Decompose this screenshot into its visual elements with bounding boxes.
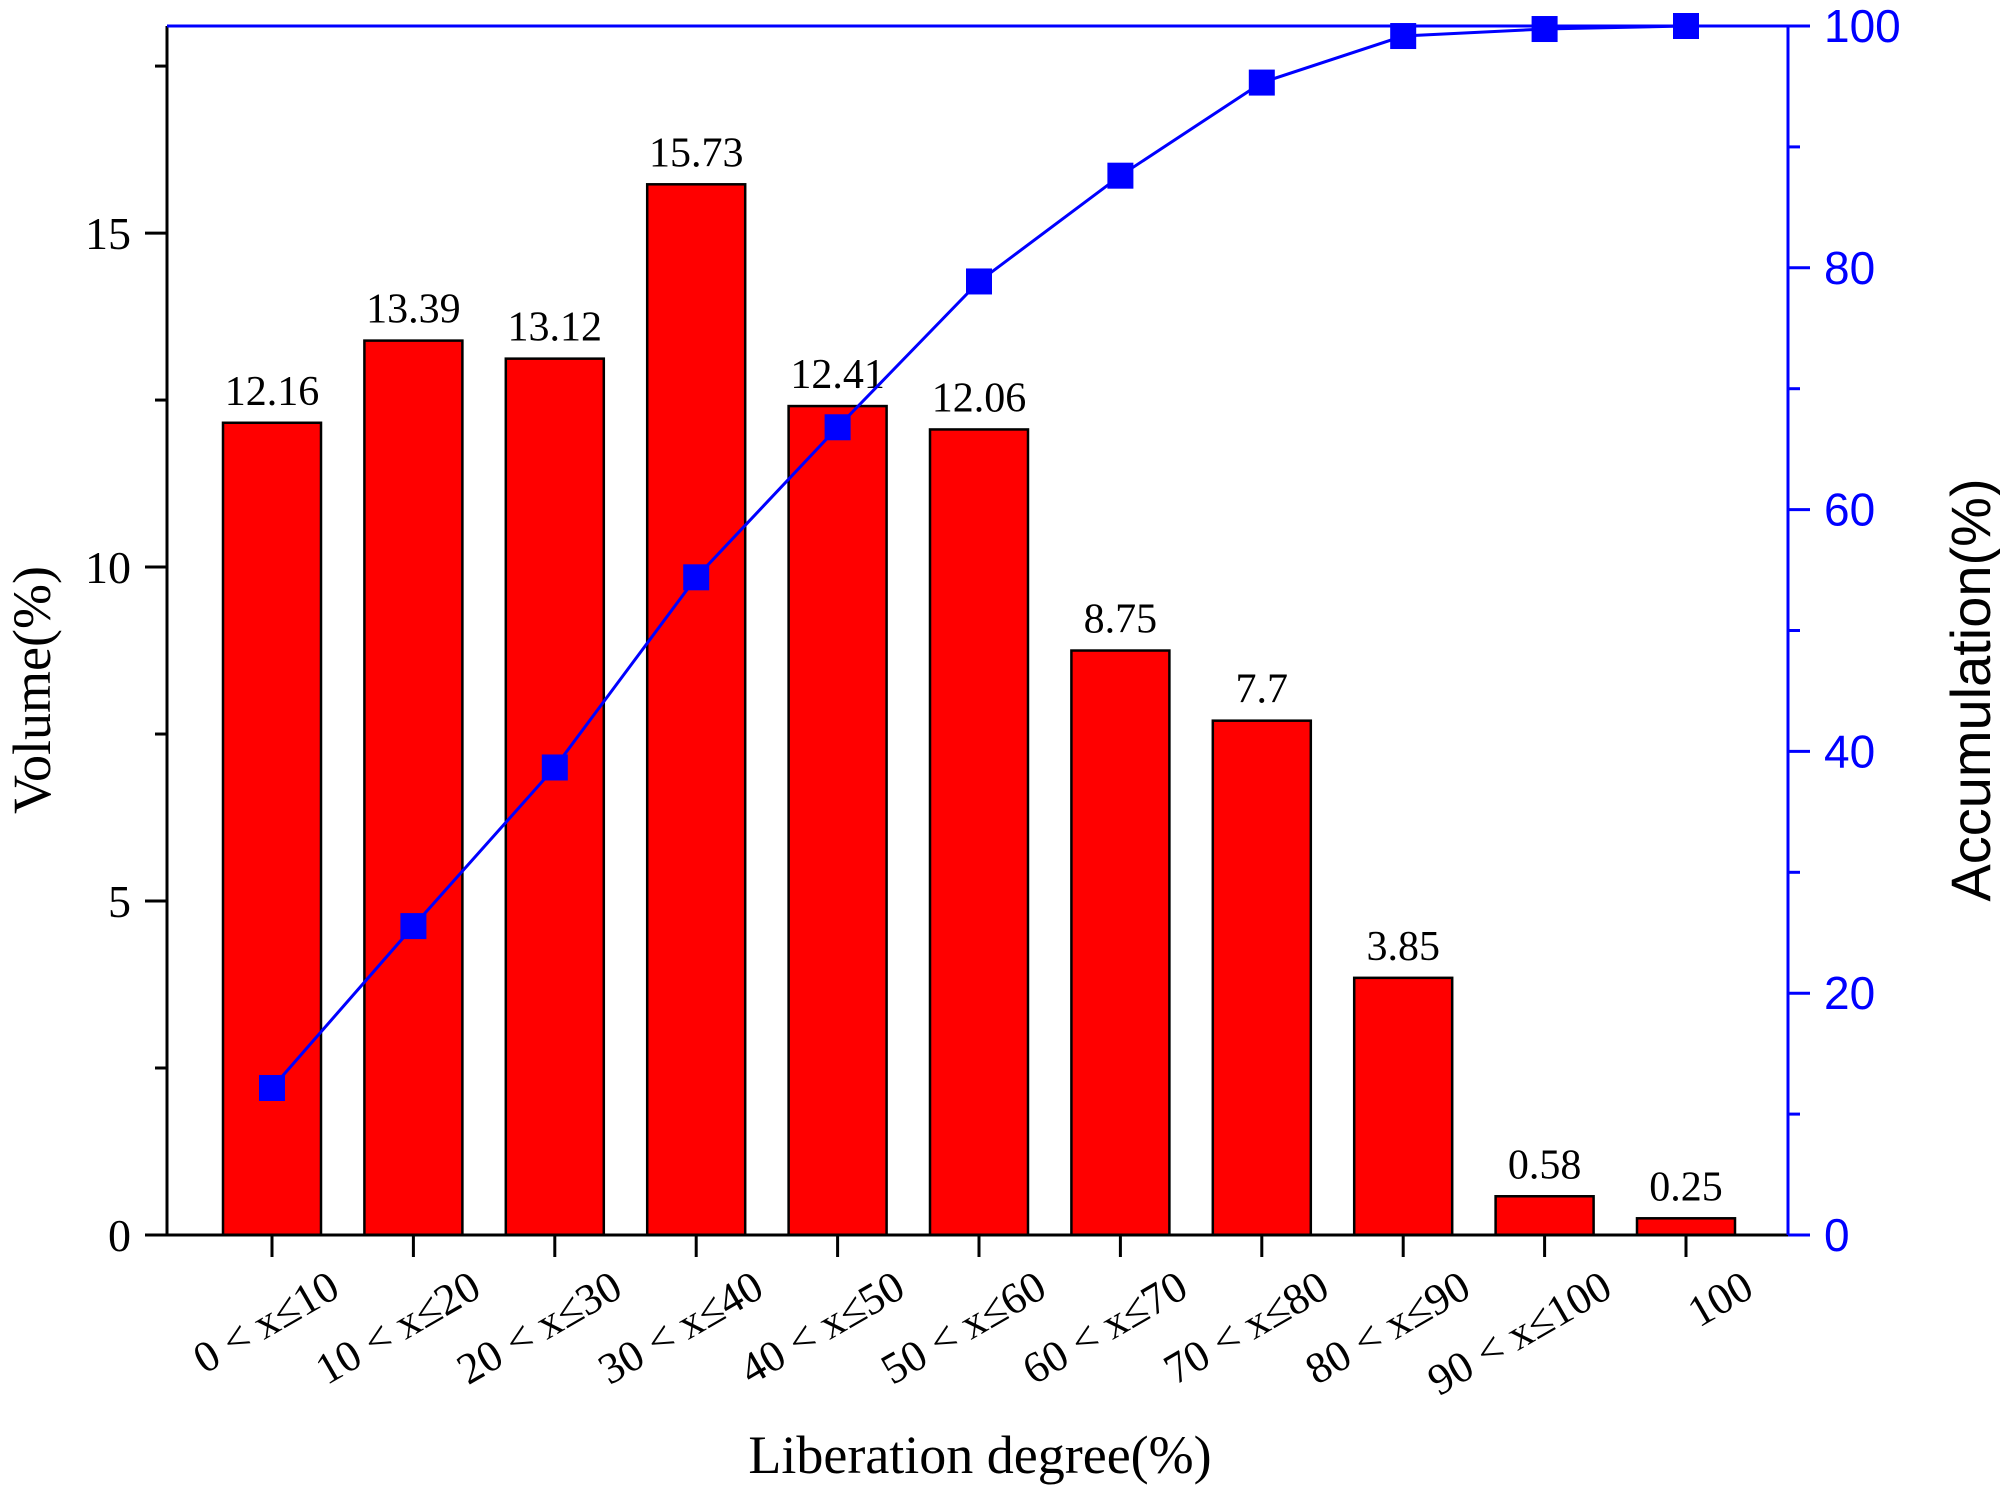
y2-tick-label-1: 20 — [1824, 967, 1875, 1019]
x-tick-label-10: 100 — [1679, 1261, 1761, 1336]
accumulation-point-9 — [1531, 16, 1558, 43]
bars-group — [221, 183, 1737, 1237]
accumulation-point-3 — [683, 564, 710, 591]
bar-8 — [1352, 976, 1454, 1237]
bar-value-label-9: 0.58 — [1508, 1142, 1582, 1188]
bar-value-labels: 12.16 13.39 13.12 15.73 12.41 12.06 8.75 7.7 3.8… — [225, 130, 1723, 1210]
bar-5 — [928, 428, 1030, 1237]
y2-axis-title: Accumulation(%) — [1939, 478, 2000, 901]
bar-value-label-2: 13.12 — [508, 305, 603, 351]
accumulation-point-0 — [259, 1074, 285, 1101]
y-tick-label-1: 5 — [108, 876, 131, 927]
bar-value-label-7: 7.7 — [1236, 667, 1289, 713]
bar-value-label-1: 13.39 — [366, 287, 461, 333]
y2-tick-label-2: 40 — [1824, 725, 1875, 777]
accumulation-point-10 — [1673, 13, 1699, 39]
bar-value-label-6: 8.75 — [1084, 597, 1158, 643]
y2-tick-label-5: 100 — [1824, 0, 1901, 52]
bar-value-label-4: 12.41 — [790, 352, 885, 398]
bar-value-label-5: 12.06 — [932, 375, 1027, 421]
y-tick-label-2: 10 — [85, 542, 131, 593]
accumulation-point-2 — [541, 754, 568, 781]
bar-value-label-0: 12.16 — [225, 369, 320, 415]
bar-3 — [645, 183, 747, 1237]
bar-value-label-10: 0.25 — [1649, 1164, 1723, 1210]
accumulation-point-1 — [400, 913, 427, 940]
bar-10 — [1635, 1217, 1737, 1237]
y2-tick-label-3: 60 — [1824, 484, 1875, 536]
bar-7 — [1211, 719, 1313, 1237]
bar-4 — [787, 404, 888, 1237]
y-tick-label-0: 0 — [108, 1210, 131, 1261]
bar-value-label-8: 3.85 — [1366, 924, 1440, 970]
bar-0 — [221, 421, 323, 1237]
x-axis-title: Liberation degree(%) — [748, 1425, 1211, 1485]
accumulation-point-6 — [1107, 162, 1134, 189]
bar-6 — [1070, 649, 1171, 1237]
y-tick-label-3: 15 — [85, 208, 131, 259]
y2-tick-label-4: 80 — [1824, 242, 1875, 294]
bar-1 — [363, 339, 464, 1237]
accumulation-point-4 — [824, 414, 851, 441]
bar-9 — [1494, 1195, 1595, 1237]
accumulation-point-7 — [1248, 69, 1275, 96]
bar-2 — [504, 357, 606, 1237]
y-axis-title: Volume(%) — [2, 566, 62, 814]
accumulation-point-5 — [966, 268, 992, 295]
y2-tick-label-0: 0 — [1824, 1209, 1850, 1261]
accumulation-point-8 — [1390, 23, 1417, 50]
accumulation-series — [259, 13, 1699, 1101]
bar-value-label-3: 15.73 — [649, 130, 744, 176]
